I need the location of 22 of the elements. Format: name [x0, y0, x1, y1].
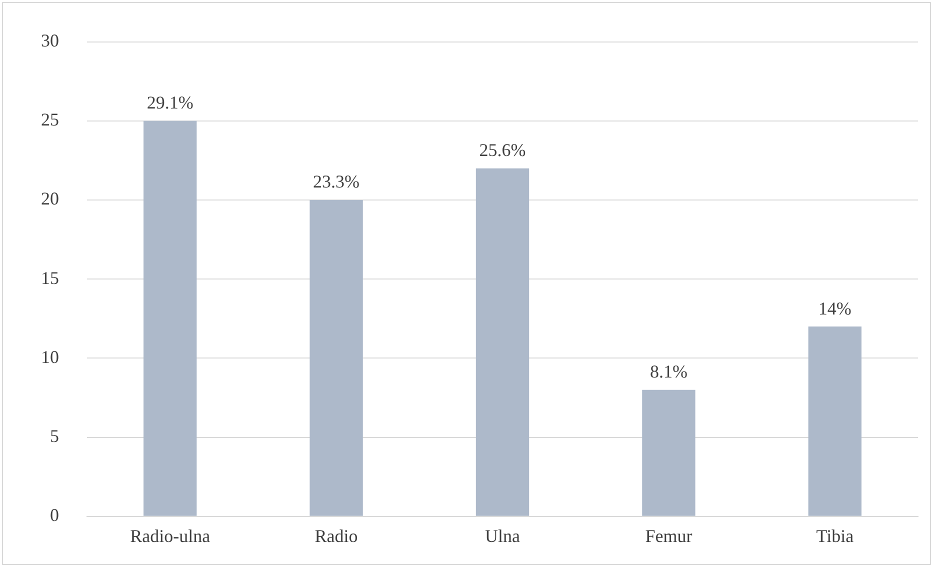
bar	[642, 390, 696, 516]
annotation: 25.6%	[479, 140, 526, 160]
bar	[310, 200, 363, 516]
x-tick-label: Ulna	[485, 526, 520, 546]
x-tick-label: Femur	[645, 526, 692, 546]
annotation: 8.1%	[650, 362, 688, 382]
y-tick-label: 30	[41, 30, 59, 51]
annotation: 29.1%	[146, 92, 194, 113]
x-tick-label: Radio	[314, 526, 358, 546]
y-tick-label: 25	[41, 110, 59, 130]
y-tick-label: 15	[41, 268, 59, 288]
annotation: 23.3%	[313, 172, 360, 192]
y-tick-label: 5	[50, 426, 59, 446]
bar	[476, 168, 530, 516]
y-tick-label: 20	[41, 188, 59, 209]
bar	[808, 326, 862, 516]
annotation: 14%	[818, 298, 852, 318]
x-tick-label: Radio-ulna	[130, 526, 210, 546]
y-tick-label: 0	[50, 505, 59, 526]
x-tick-label: Tibia	[816, 526, 854, 546]
bar	[144, 120, 197, 516]
y-tick-label: 10	[41, 346, 59, 367]
